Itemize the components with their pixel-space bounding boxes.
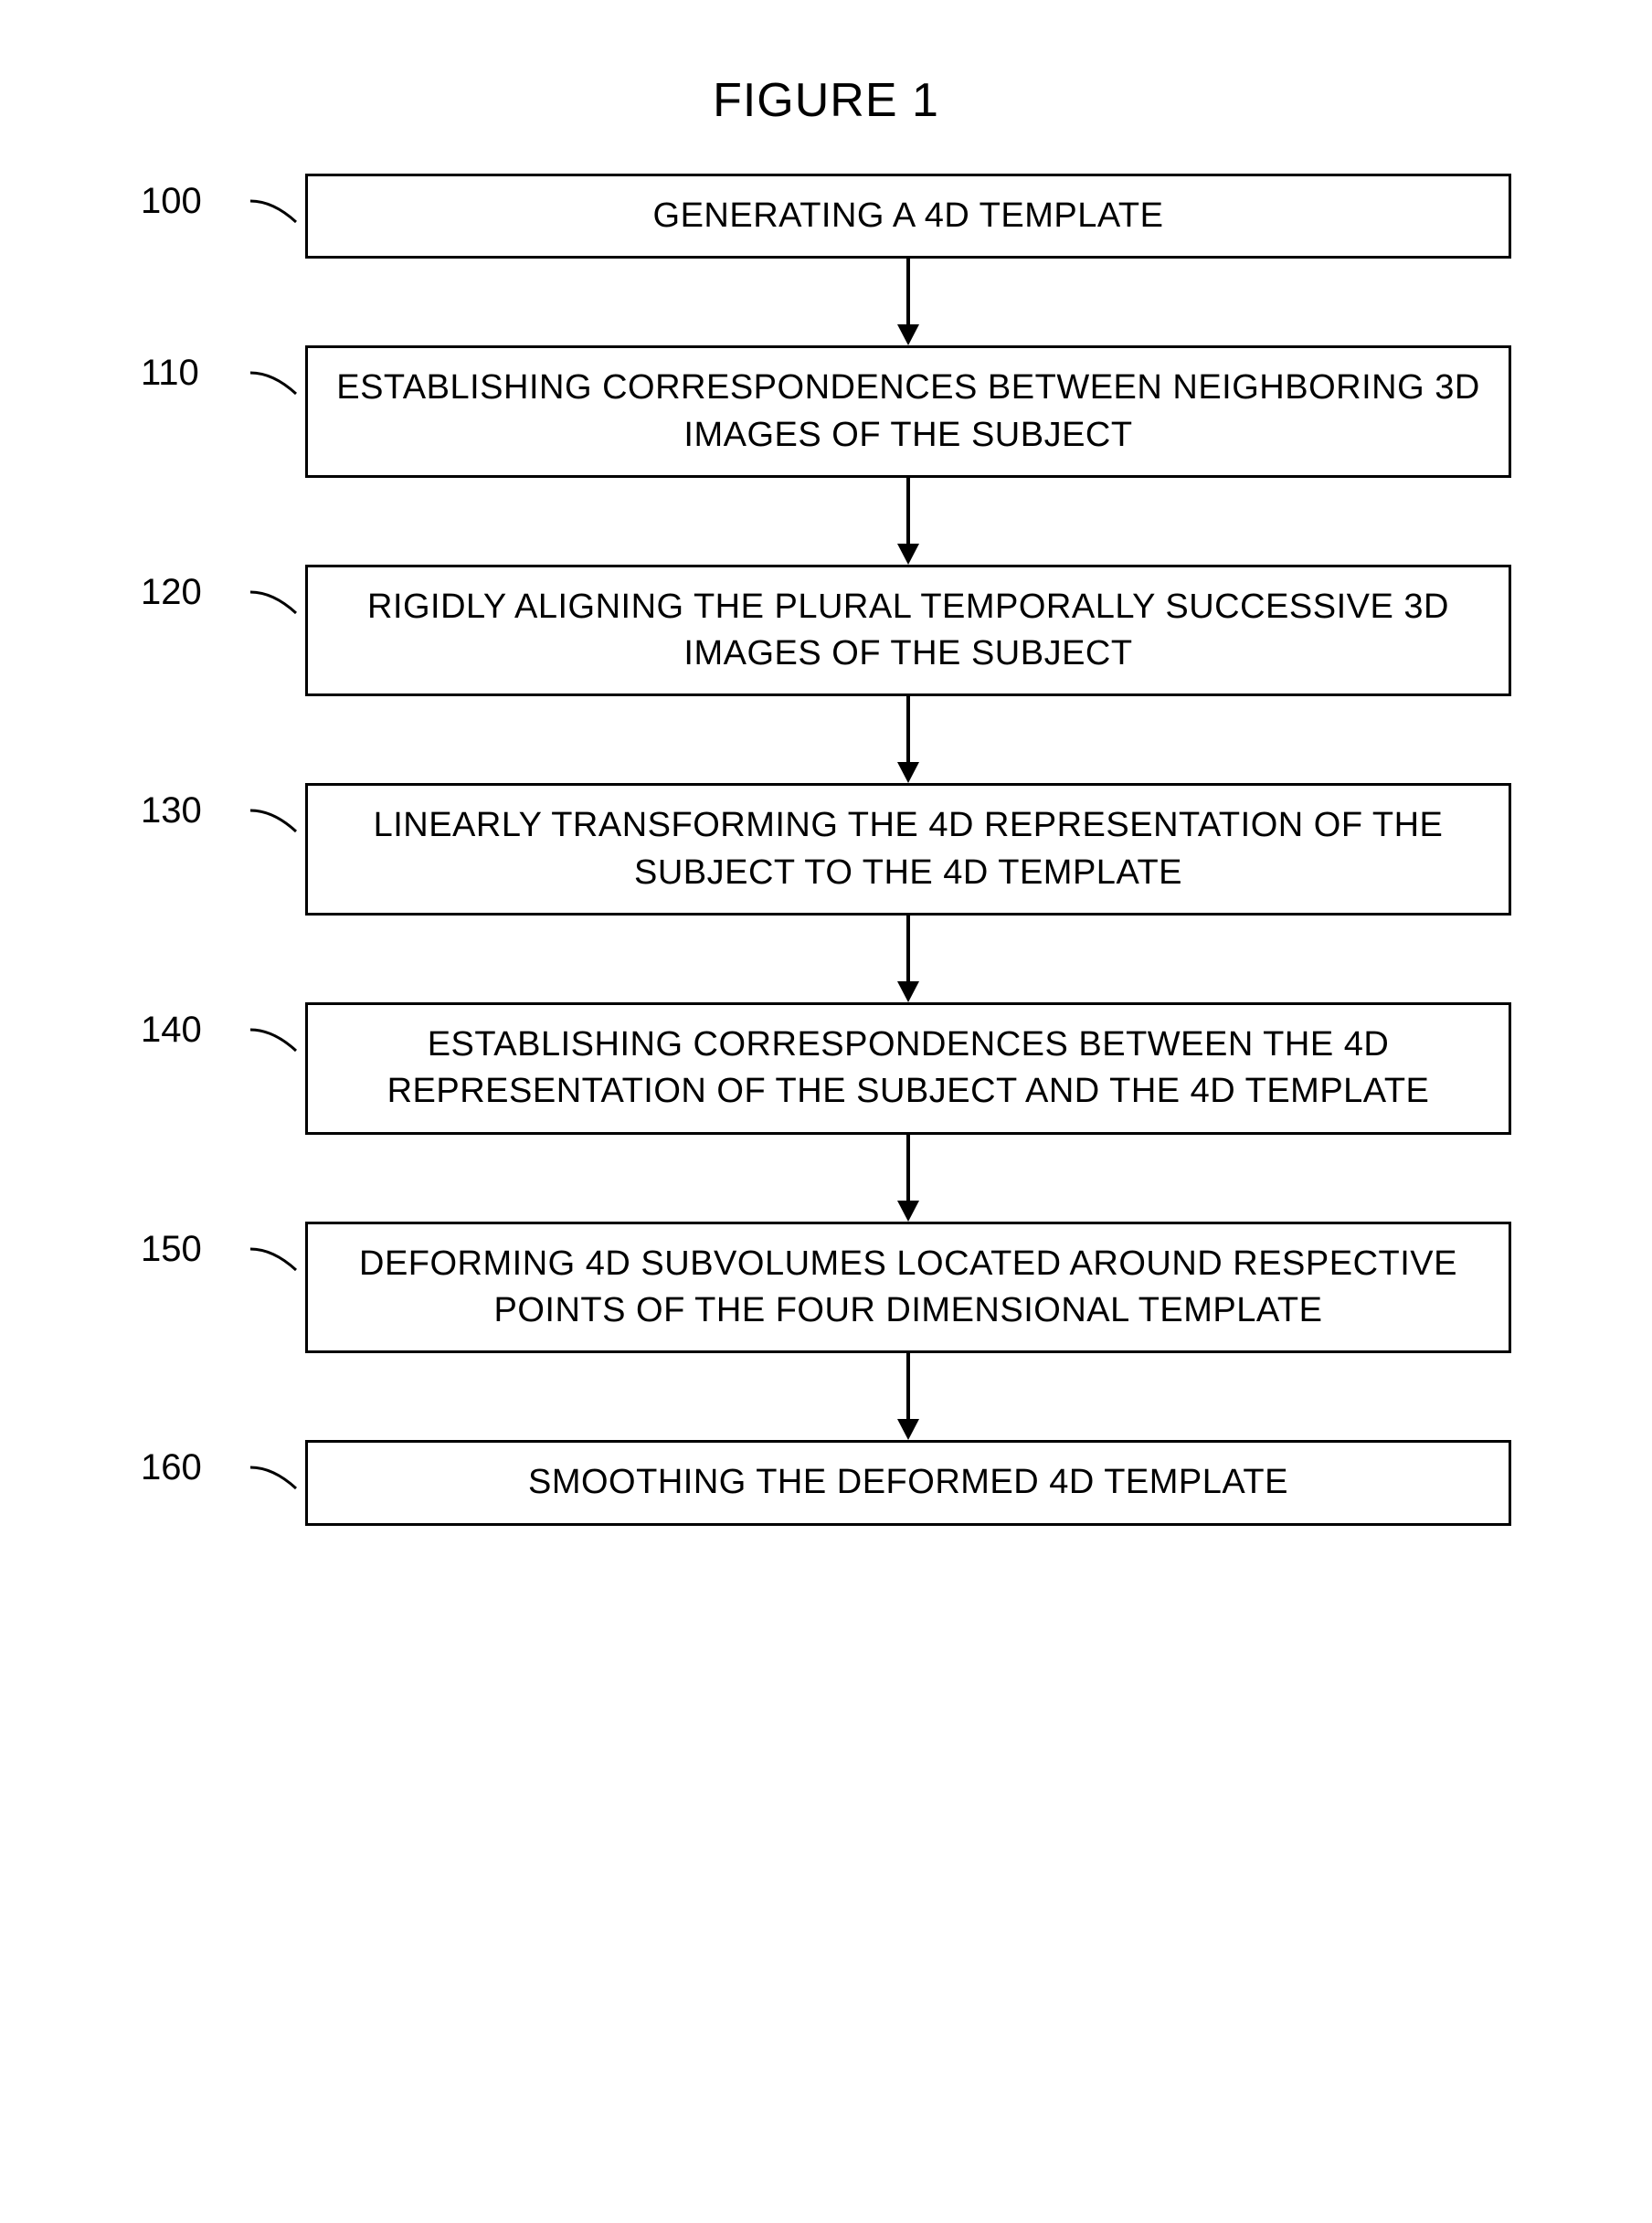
arrow-connector	[141, 478, 1511, 565]
step-box: LINEARLY TRANSFORMING THE 4D REPRESENTAT…	[305, 783, 1511, 916]
step-label: 120	[141, 565, 259, 613]
curve-connector-icon	[250, 1028, 305, 1055]
step-row: 150 DEFORMING 4D SUBVOLUMES LOCATED AROU…	[141, 1222, 1511, 1354]
arrow-down-icon	[890, 916, 927, 1002]
step-label: 110	[141, 345, 259, 394]
arrow-down-icon	[890, 1353, 927, 1440]
step-box: DEFORMING 4D SUBVOLUMES LOCATED AROUND R…	[305, 1222, 1511, 1354]
arrow-connector	[141, 1135, 1511, 1222]
curve-connector-icon	[250, 1466, 305, 1493]
step-label: 150	[141, 1222, 259, 1270]
step-label: 140	[141, 1002, 259, 1051]
curve-connector-icon	[250, 1247, 305, 1275]
arrow-connector	[141, 1353, 1511, 1440]
flowchart-container: 100 GENERATING A 4D TEMPLATE 110 ESTABLI…	[141, 174, 1511, 1526]
step-label: 160	[141, 1440, 259, 1488]
figure-title: FIGURE 1	[713, 73, 939, 128]
step-box: ESTABLISHING CORRESPONDENCES BETWEEN THE…	[305, 1002, 1511, 1135]
step-label: 130	[141, 783, 259, 831]
curve-connector-icon	[250, 590, 305, 618]
step-row: 110 ESTABLISHING CORRESPONDENCES BETWEEN…	[141, 345, 1511, 478]
step-box: GENERATING A 4D TEMPLATE	[305, 174, 1511, 259]
arrow-down-icon	[890, 259, 927, 345]
arrow-connector	[141, 696, 1511, 783]
curve-connector-icon	[250, 371, 305, 398]
step-box: SMOOTHING THE DEFORMED 4D TEMPLATE	[305, 1440, 1511, 1525]
arrow-down-icon	[890, 1135, 927, 1222]
curve-connector-icon	[250, 199, 305, 227]
arrow-connector	[141, 916, 1511, 1002]
step-row: 100 GENERATING A 4D TEMPLATE	[141, 174, 1511, 259]
step-row: 130 LINEARLY TRANSFORMING THE 4D REPRESE…	[141, 783, 1511, 916]
step-row: 140 ESTABLISHING CORRESPONDENCES BETWEEN…	[141, 1002, 1511, 1135]
step-label: 100	[141, 174, 259, 222]
arrow-down-icon	[890, 696, 927, 783]
step-row: 160 SMOOTHING THE DEFORMED 4D TEMPLATE	[141, 1440, 1511, 1525]
curve-connector-icon	[250, 809, 305, 836]
step-box: RIGIDLY ALIGNING THE PLURAL TEMPORALLY S…	[305, 565, 1511, 697]
arrow-connector	[141, 259, 1511, 345]
step-row: 120 RIGIDLY ALIGNING THE PLURAL TEMPORAL…	[141, 565, 1511, 697]
arrow-down-icon	[890, 478, 927, 565]
step-box: ESTABLISHING CORRESPONDENCES BETWEEN NEI…	[305, 345, 1511, 478]
